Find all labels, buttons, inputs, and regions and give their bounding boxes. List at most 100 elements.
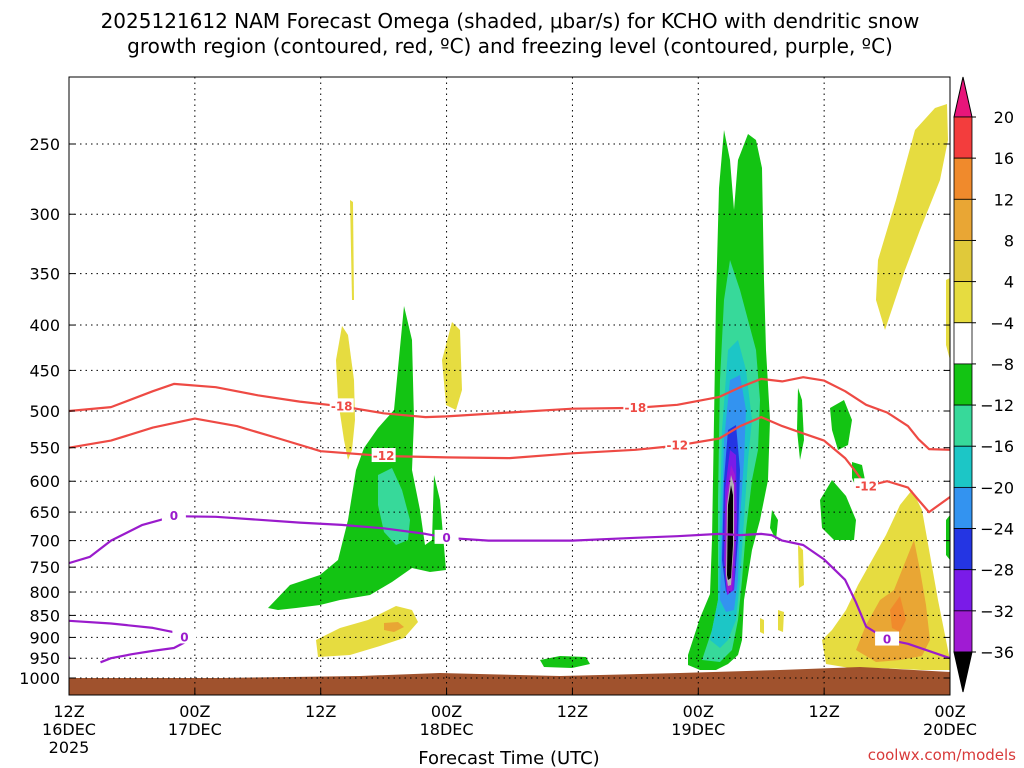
x-tick-label-l2: 18DEC (420, 720, 474, 739)
colorbar-segment (953, 445, 973, 488)
x-tick-label-l1: 12Z (305, 702, 336, 721)
credit-text: coolwx.com/models (868, 746, 1016, 764)
contour-freezing_low (69, 619, 186, 664)
y-tick-label: 600 (29, 472, 60, 491)
contour-label-bg (371, 448, 396, 463)
omega-region-yellow-streak-2 (778, 610, 784, 632)
omega-region-yellow-streak-3 (760, 618, 764, 634)
colorbar-label: −20 (980, 478, 1014, 497)
y-tick-label: 300 (29, 205, 60, 224)
contour-label-dgz_upper: -18 (331, 399, 353, 413)
contour-label-freezing: 0 (883, 633, 891, 647)
contour-lines: -18 -18 -12 -12 -12 0 0 0 0 (69, 376, 950, 664)
omega-shading (268, 104, 950, 670)
contour-freezing (69, 515, 950, 660)
x-axis-title: Forecast Time (UTC) (418, 748, 599, 768)
contour-label-freezing_low: 0 (180, 630, 188, 644)
omega-region-green-small (540, 656, 590, 668)
y-tick-label: 700 (29, 532, 60, 551)
colorbar-segment (953, 610, 973, 653)
x-tick-label-l1: 00Z (683, 702, 714, 721)
omega-region-ascent-right-edge (946, 278, 950, 360)
contour-label-bg (172, 629, 197, 644)
x-tick-label-l1: 12Z (808, 702, 839, 721)
colorbar-label: 12 (994, 190, 1014, 209)
colorbar: 20 16 12 8 4 −4 −8 −12 −16 −20 −24 −28 −32 −36 (953, 76, 1014, 693)
omega-region-green-sw (770, 510, 778, 540)
omega-region-green-800 (797, 388, 804, 460)
contour-label-dgz_upper: -18 (625, 401, 647, 415)
colorbar-segment (953, 322, 973, 365)
omega-region-green-right-edge (946, 515, 950, 560)
y-tick-label: 400 (29, 316, 60, 335)
y-tick-label: 250 (29, 135, 60, 154)
y-tick-label: 900 (29, 628, 60, 647)
x-tick-label-l2: 16DEC (42, 720, 96, 739)
contour-label-bg (329, 398, 354, 413)
colorbar-segment (953, 404, 973, 447)
axis-ticks (68, 143, 951, 695)
colorbar-label: 16 (994, 149, 1014, 168)
omega-region-teal-17dec (378, 468, 410, 545)
colorbar-segment (953, 486, 973, 529)
omega-region-yellow-850 (316, 606, 418, 657)
omega-region-thin-streak (350, 200, 354, 300)
contour-label-freezing: 0 (170, 509, 178, 523)
plot-frame (68, 76, 951, 696)
chart-title-line-1: 2025121612 NAM Forecast Omega (shaded, μ… (101, 9, 920, 33)
colorbar-segment (953, 281, 973, 324)
contour-label-dgz_lower: -12 (855, 479, 877, 493)
omega-region-black-19dec (727, 485, 733, 580)
y-tick-label: 450 (29, 361, 60, 380)
y-tick-label: 800 (29, 583, 60, 602)
y-tick-label: 650 (29, 503, 60, 522)
contour-label-dgz_lower: -12 (666, 439, 688, 453)
x-tick-label-l2: 19DEC (671, 720, 725, 739)
y-tick-label: 950 (29, 649, 60, 668)
omega-region-green-600r (830, 400, 852, 450)
colorbar-segment (953, 116, 973, 159)
x-tick-label-l2: 20DEC (923, 720, 977, 739)
x-tick-label-l1: 00Z (431, 702, 462, 721)
contour-label-bg (434, 529, 459, 544)
colorbar-segment (953, 240, 973, 283)
contour-label-freezing: 0 (442, 531, 450, 545)
y-tick-label: 350 (29, 265, 60, 284)
omega-region-ascent-upper-right (876, 104, 948, 330)
ground-surface (69, 667, 950, 695)
contour-freezing_edge (69, 656, 71, 659)
y-tick-label: 500 (29, 402, 60, 421)
y-tick-label: 550 (29, 439, 60, 458)
y-tick-label: 850 (29, 606, 60, 625)
omega-region-orange-850 (384, 622, 404, 632)
contour-label-dgz_lower: -12 (373, 449, 395, 463)
contour-label-bg (875, 631, 900, 646)
contour-label-bg (161, 508, 186, 523)
x-tick-label-l1: 12Z (557, 702, 588, 721)
omega-region-yellow-streak-1 (798, 545, 804, 588)
omega-region-descent-17dec (268, 306, 446, 610)
colorbar-segment (953, 528, 973, 571)
omega-region-yellow-18dec (442, 322, 462, 410)
x-tick-label-l2: 17DEC (168, 720, 222, 739)
contour-label-bg (623, 399, 648, 414)
colorbar-segment (953, 157, 973, 200)
colorbar-label: −28 (980, 561, 1014, 580)
omega-region-yellow-13z (336, 326, 355, 460)
colorbar-label: 8 (1004, 231, 1014, 250)
colorbar-top-arrow (953, 76, 973, 118)
colorbar-label: −36 (980, 643, 1014, 662)
plot-area: -18 -18 -12 -12 -12 0 0 0 0 (69, 77, 950, 695)
y-tick-label: 750 (29, 558, 60, 577)
contour-label-bg (665, 437, 690, 452)
colorbar-label: −24 (980, 520, 1014, 539)
x-tick-label-l1: 12Z (53, 702, 84, 721)
colorbar-bottom-arrow (953, 651, 973, 693)
contour-dgz_upper (69, 376, 950, 451)
contour-dgz_lower (69, 416, 950, 514)
chart-title-line-2: growth region (contoured, red, ºC) and f… (127, 34, 893, 58)
omega-region-green-650r (820, 480, 856, 540)
contour-label-bg (854, 478, 879, 493)
